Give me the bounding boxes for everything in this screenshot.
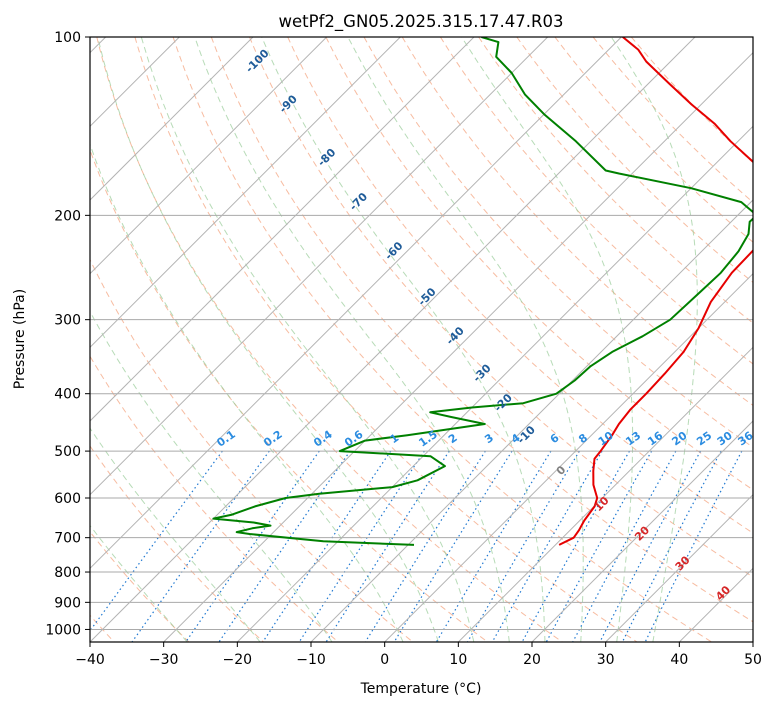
x-tick-label: −30: [149, 652, 179, 668]
isotherm-gridlines: [90, 37, 753, 642]
moist-adiabat-line: [90, 142, 404, 642]
plot-area: -100-90-80-70-60-50-40-30-20-100.1 0.2 0.4…: [90, 37, 756, 642]
mixing-ratio-line: [325, 450, 450, 642]
isotherm-gridline: [457, 346, 753, 642]
plot-frame: [89, 36, 754, 643]
mixing-ratio-line: [435, 450, 552, 642]
y-tick-label: 700: [54, 531, 81, 547]
y-tick-label: 1000: [45, 622, 81, 638]
isotherm-gridline: [310, 199, 753, 642]
dry-adiabat-line: [172, 37, 712, 642]
y-tick-label: 300: [54, 313, 81, 329]
x-tick-label: 20: [523, 652, 541, 668]
moist-adiabat-line: [140, 37, 475, 642]
chart-title: wetPf2_GN05.2025.315.17.47.R03: [279, 12, 564, 32]
isotherm-gridline: [90, 37, 549, 496]
sounding-traces: [212, 37, 753, 546]
isotherm-gridline: [90, 37, 475, 422]
x-tick-label: 0: [380, 652, 389, 668]
x-tick-label: −10: [296, 652, 326, 668]
dry-adiabat-line: [325, 37, 753, 491]
y-axis-ticks: 100 200 300 400 500 600 700 800 900 1000: [45, 30, 90, 638]
moist-adiabat-line: [90, 427, 261, 642]
mixing-ratio-line: [545, 450, 653, 642]
moist-adiabat-line: [97, 37, 439, 642]
isotherm-gridline: [90, 37, 696, 642]
y-tick-label: 900: [54, 595, 81, 611]
x-tick-label: 50: [744, 652, 762, 668]
mixing-ratio-line: [521, 450, 631, 642]
isotherm-gridline: [90, 37, 622, 570]
dry-adiabat-line: [134, 37, 638, 642]
x-tick-label: 40: [670, 652, 688, 668]
isotherm-gridline: [384, 272, 753, 642]
dewpoint-trace: [212, 37, 753, 546]
dry-adiabat-line: [592, 37, 753, 203]
isotherm-gridline: [90, 37, 401, 349]
y-tick-label: 800: [54, 565, 81, 581]
moist-adiabat-line: [610, 37, 698, 642]
mixing-ratio-line: [185, 450, 320, 642]
mixing-ratio-line: [491, 450, 603, 642]
dry-adiabat-line: [439, 37, 753, 365]
moist-adiabats: [90, 37, 698, 642]
x-axis-title: Temperature (°C): [360, 681, 482, 697]
mixing-ratio-line: [364, 450, 486, 642]
mixing-ratio-line: [393, 450, 513, 642]
dry-adiabat-line: [90, 355, 339, 642]
x-tick-label: −20: [223, 652, 253, 668]
moist-adiabat-line: [90, 524, 188, 642]
mixing-ratio-line: [599, 450, 702, 642]
moist-adiabat-line: [261, 37, 546, 642]
mixing-ratio-line: [621, 450, 722, 642]
isotherm-gridline: [531, 420, 753, 642]
x-tick-label: 10: [449, 652, 467, 668]
dry-adiabat-line: [210, 37, 753, 623]
dry-adiabat-line: [554, 37, 753, 243]
moist-adiabat-line: [347, 37, 584, 642]
dry-adiabat-line: [363, 37, 753, 448]
y-axis-title: Pressure (hPa): [12, 289, 28, 389]
mixing-ratio-line: [131, 450, 270, 642]
y-tick-label: 600: [54, 491, 81, 507]
dry-adiabat-line: [90, 445, 264, 642]
dry-adiabat-line: [401, 37, 753, 406]
mixing-ratio-line: [298, 450, 425, 642]
mixing-ratio-line: [572, 450, 677, 642]
isotherm-gridline: [90, 37, 254, 201]
moist-adiabat-line: [461, 37, 634, 642]
dry-adiabat-line: [90, 258, 414, 642]
isotherm-gridline: [163, 51, 753, 642]
mixing-ratio-line: [466, 450, 580, 642]
isotherm-gridline: [90, 37, 328, 275]
y-tick-label: 500: [54, 444, 81, 460]
x-tick-label: 30: [597, 652, 615, 668]
mixing-ratio-label: 36: [736, 429, 756, 449]
isobar-gridlines: [90, 37, 753, 630]
x-tick-label: −40: [75, 652, 105, 668]
y-tick-label: 400: [54, 387, 81, 403]
moist-adiabat-line: [194, 37, 510, 642]
mixing-ratio-lines: [90, 450, 743, 642]
temperature-trace: [558, 37, 753, 546]
y-tick-label: 200: [54, 208, 81, 224]
isotherm-gridline: [605, 493, 753, 642]
dry-adiabat-line: [287, 37, 753, 534]
y-tick-label: 100: [54, 30, 81, 46]
x-axis-ticks: −40 −30 −20 −10 0 10 20 30 40 50: [75, 642, 762, 668]
moist-adiabat-line: [90, 310, 333, 642]
